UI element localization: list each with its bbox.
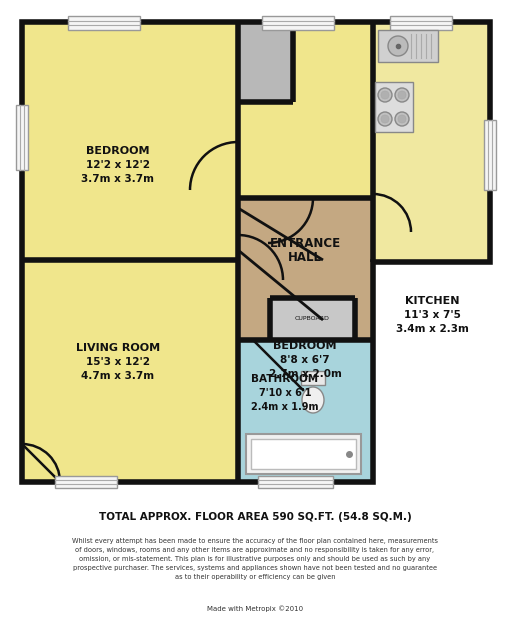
Bar <box>377 30 437 62</box>
Circle shape <box>394 112 408 126</box>
Circle shape <box>377 112 391 126</box>
Text: BATHROOM: BATHROOM <box>251 374 318 384</box>
Bar <box>238 340 372 482</box>
Circle shape <box>380 91 388 99</box>
Circle shape <box>397 91 405 99</box>
Text: 12'2 x 12'2: 12'2 x 12'2 <box>86 160 150 170</box>
Text: 8'8 x 6'7: 8'8 x 6'7 <box>279 355 329 365</box>
Bar <box>389 16 451 30</box>
Bar <box>269 298 354 340</box>
Bar <box>68 16 140 30</box>
Text: 4.7m x 3.7m: 4.7m x 3.7m <box>81 371 154 381</box>
Bar <box>372 22 489 262</box>
Bar <box>238 22 293 102</box>
Text: HALL: HALL <box>288 250 321 263</box>
Text: KITCHEN: KITCHEN <box>404 296 458 306</box>
Text: 3.4m x 2.3m: 3.4m x 2.3m <box>395 324 468 334</box>
Bar <box>245 434 360 474</box>
Text: 2.7m x 2.0m: 2.7m x 2.0m <box>268 369 341 379</box>
Bar <box>483 120 495 190</box>
Circle shape <box>394 88 408 102</box>
Circle shape <box>397 115 405 123</box>
Text: CUPBOARD: CUPBOARD <box>295 316 329 321</box>
Text: 11'3 x 7'5: 11'3 x 7'5 <box>403 310 460 320</box>
Text: 7'10 x 6'1: 7'10 x 6'1 <box>258 388 310 398</box>
Text: BEDROOM: BEDROOM <box>86 146 150 156</box>
Bar <box>300 371 324 385</box>
Bar <box>238 22 372 198</box>
Bar <box>374 82 412 132</box>
Bar <box>22 22 238 260</box>
Text: BEDROOM: BEDROOM <box>273 341 336 351</box>
Bar <box>262 16 333 30</box>
Text: TOTAL APPROX. FLOOR AREA 590 SQ.FT. (54.8 SQ.M.): TOTAL APPROX. FLOOR AREA 590 SQ.FT. (54.… <box>98 512 411 522</box>
Bar <box>258 476 332 488</box>
Text: 2.4m x 1.9m: 2.4m x 1.9m <box>251 402 318 412</box>
Circle shape <box>377 88 391 102</box>
Text: ENTRANCE: ENTRANCE <box>269 237 340 250</box>
Ellipse shape <box>308 452 326 468</box>
Text: Made with Metropix ©2010: Made with Metropix ©2010 <box>207 606 302 612</box>
Bar <box>22 260 238 482</box>
Text: 3.7m x 3.7m: 3.7m x 3.7m <box>81 174 154 184</box>
Circle shape <box>380 115 388 123</box>
Bar <box>238 198 372 340</box>
Bar <box>55 476 117 488</box>
Text: Whilst every attempt has been made to ensure the accuracy of the floor plan cont: Whilst every attempt has been made to en… <box>72 538 437 580</box>
Ellipse shape <box>301 387 323 413</box>
Bar <box>16 105 28 170</box>
Bar <box>250 439 355 469</box>
Circle shape <box>387 36 407 56</box>
Text: LIVING ROOM: LIVING ROOM <box>76 343 160 353</box>
Text: 15'3 x 12'2: 15'3 x 12'2 <box>86 357 150 367</box>
